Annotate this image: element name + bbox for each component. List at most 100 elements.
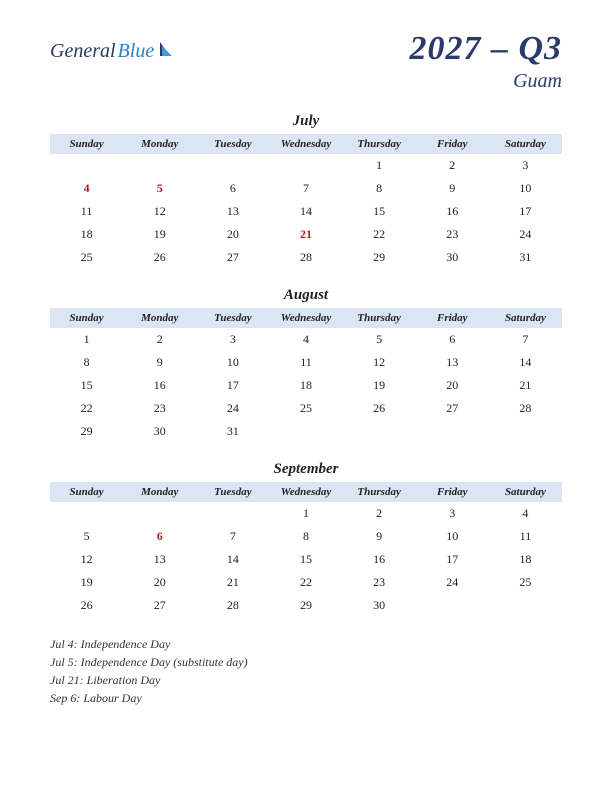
- calendar-cell: 30: [343, 594, 416, 617]
- calendar-cell: 29: [343, 246, 416, 269]
- calendar-row: 25262728293031: [50, 246, 562, 269]
- day-header: Tuesday: [196, 482, 269, 502]
- day-header: Monday: [123, 134, 196, 154]
- calendar-cell: 4: [50, 177, 123, 200]
- calendar-cell: 30: [416, 246, 489, 269]
- calendar-cell: 12: [50, 548, 123, 571]
- calendar-row: 123: [50, 154, 562, 177]
- calendar-cell: 18: [50, 223, 123, 246]
- calendar-cell: 10: [489, 177, 562, 200]
- calendar-cell: 18: [269, 374, 342, 397]
- calendar-cell: 13: [123, 548, 196, 571]
- calendar-row: 15161718192021: [50, 374, 562, 397]
- calendar-row: 891011121314: [50, 351, 562, 374]
- day-header: Wednesday: [269, 134, 342, 154]
- holiday-item: Sep 6: Labour Day: [50, 689, 562, 707]
- logo-text-blue: Blue: [118, 40, 155, 63]
- calendar-cell: 11: [269, 351, 342, 374]
- calendar-row: 1234: [50, 502, 562, 525]
- calendar-cell: 31: [196, 420, 269, 443]
- calendar-row: 45678910: [50, 177, 562, 200]
- calendar-cell: 26: [123, 246, 196, 269]
- calendar-cell: 5: [50, 525, 123, 548]
- calendar-cell: 6: [196, 177, 269, 200]
- calendar-table: SundayMondayTuesdayWednesdayThursdayFrid…: [50, 482, 562, 617]
- day-header: Saturday: [489, 482, 562, 502]
- calendar-cell: 27: [123, 594, 196, 617]
- calendar-cell: 8: [269, 525, 342, 548]
- calendar-cell: 2: [123, 328, 196, 351]
- calendar-cell: 21: [489, 374, 562, 397]
- day-header: Wednesday: [269, 308, 342, 328]
- calendar-cell: 15: [50, 374, 123, 397]
- calendar-cell: 13: [196, 200, 269, 223]
- region-name: Guam: [409, 70, 562, 93]
- calendar-cell: [489, 594, 562, 617]
- month-block: JulySundayMondayTuesdayWednesdayThursday…: [50, 113, 562, 269]
- calendar-cell: 18: [489, 548, 562, 571]
- calendar-row: 11121314151617: [50, 200, 562, 223]
- calendar-cell: [269, 154, 342, 177]
- calendar-cell: 1: [343, 154, 416, 177]
- calendar-cell: 19: [50, 571, 123, 594]
- calendar-cell: 11: [50, 200, 123, 223]
- calendar-cell: 7: [196, 525, 269, 548]
- calendar-cell: 16: [416, 200, 489, 223]
- day-header: Sunday: [50, 134, 123, 154]
- calendar-cell: [489, 420, 562, 443]
- calendar-cell: 9: [343, 525, 416, 548]
- calendar-row: 293031: [50, 420, 562, 443]
- calendar-cell: 3: [416, 502, 489, 525]
- calendar-cell: 22: [269, 571, 342, 594]
- calendar-cell: 29: [50, 420, 123, 443]
- day-header: Monday: [123, 482, 196, 502]
- holiday-item: Jul 4: Independence Day: [50, 635, 562, 653]
- calendar-cell: 17: [489, 200, 562, 223]
- calendar-cell: 23: [416, 223, 489, 246]
- calendar-cell: [123, 154, 196, 177]
- day-header: Thursday: [343, 134, 416, 154]
- calendar-cell: 8: [50, 351, 123, 374]
- calendar-cell: 20: [196, 223, 269, 246]
- calendar-cell: 5: [123, 177, 196, 200]
- calendar-cell: 26: [343, 397, 416, 420]
- day-header: Thursday: [343, 482, 416, 502]
- day-header: Friday: [416, 308, 489, 328]
- calendar-cell: 25: [269, 397, 342, 420]
- calendar-cell: 7: [489, 328, 562, 351]
- calendar-cell: 5: [343, 328, 416, 351]
- calendar-cell: [50, 154, 123, 177]
- logo: GeneralBlue: [50, 40, 174, 63]
- calendar-cell: 24: [416, 571, 489, 594]
- calendar-cell: 1: [50, 328, 123, 351]
- calendar-cell: 28: [196, 594, 269, 617]
- calendar-cell: [196, 502, 269, 525]
- calendar-cell: 10: [196, 351, 269, 374]
- day-header: Monday: [123, 308, 196, 328]
- logo-sail-icon: [158, 40, 174, 63]
- calendar-cell: 2: [416, 154, 489, 177]
- calendar-cell: 16: [123, 374, 196, 397]
- day-header: Saturday: [489, 308, 562, 328]
- calendar-cell: 14: [196, 548, 269, 571]
- calendar-cell: 19: [123, 223, 196, 246]
- calendar-cell: 13: [416, 351, 489, 374]
- calendar-cell: 2: [343, 502, 416, 525]
- calendar-row: 2627282930: [50, 594, 562, 617]
- calendar-cell: 9: [416, 177, 489, 200]
- calendar-cell: 3: [489, 154, 562, 177]
- month-name: August: [50, 287, 562, 304]
- title-block: 2027 – Q3 Guam: [409, 30, 562, 93]
- calendar-row: 18192021222324: [50, 223, 562, 246]
- calendar-cell: 4: [269, 328, 342, 351]
- logo-text-general: General: [50, 40, 116, 63]
- calendar-cell: 20: [123, 571, 196, 594]
- calendar-cell: 6: [123, 525, 196, 548]
- calendar-cell: 9: [123, 351, 196, 374]
- calendar-cell: 27: [416, 397, 489, 420]
- calendar-cell: [50, 502, 123, 525]
- calendar-cell: 22: [50, 397, 123, 420]
- holiday-item: Jul 5: Independence Day (substitute day): [50, 653, 562, 671]
- calendar-cell: 25: [489, 571, 562, 594]
- calendar-cell: 11: [489, 525, 562, 548]
